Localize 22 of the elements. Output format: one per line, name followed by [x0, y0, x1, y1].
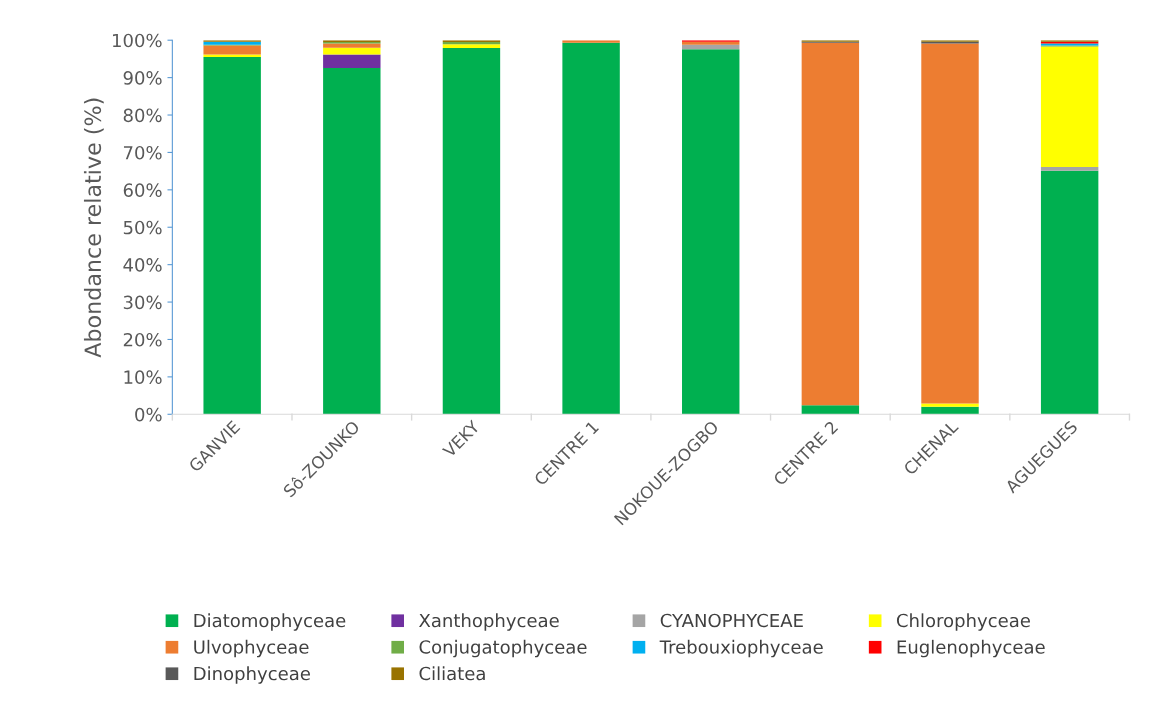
legend-label: Diatomophyceae [194, 613, 346, 631]
legend-label: Ulvophyceae [194, 639, 309, 658]
y-tick-label: 30% [123, 295, 162, 310]
y-tick-label: 100% [112, 33, 162, 48]
legend-label: Ciliatea [419, 666, 485, 681]
y-tick-label: 70% [123, 145, 162, 160]
legend-label: Euglenophyceae [897, 639, 1045, 658]
y-axis-title: Abondance relative (%) [83, 98, 104, 358]
legend-label: Dinophyceae [194, 666, 310, 684]
y-tick-label: 60% [123, 183, 162, 197]
legend-label: Trebouxiophyceae [659, 639, 823, 658]
y-tick-label: 80% [123, 108, 162, 123]
y-tick-label: 0% [135, 407, 162, 422]
y-tick-label: 10% [124, 370, 162, 384]
y-tick-label: 40% [123, 258, 162, 272]
legend-label: Conjugatophyceae [419, 639, 587, 658]
y-tick-label: 20% [123, 332, 162, 347]
legend-label: Xanthophyceae [419, 613, 559, 631]
y-tick-label: 90% [123, 71, 162, 85]
legend-label: Chlorophyceae [896, 613, 1030, 631]
legend-label: CYANOPHYCEAE [660, 613, 803, 628]
y-tick-label: 50% [123, 220, 162, 235]
